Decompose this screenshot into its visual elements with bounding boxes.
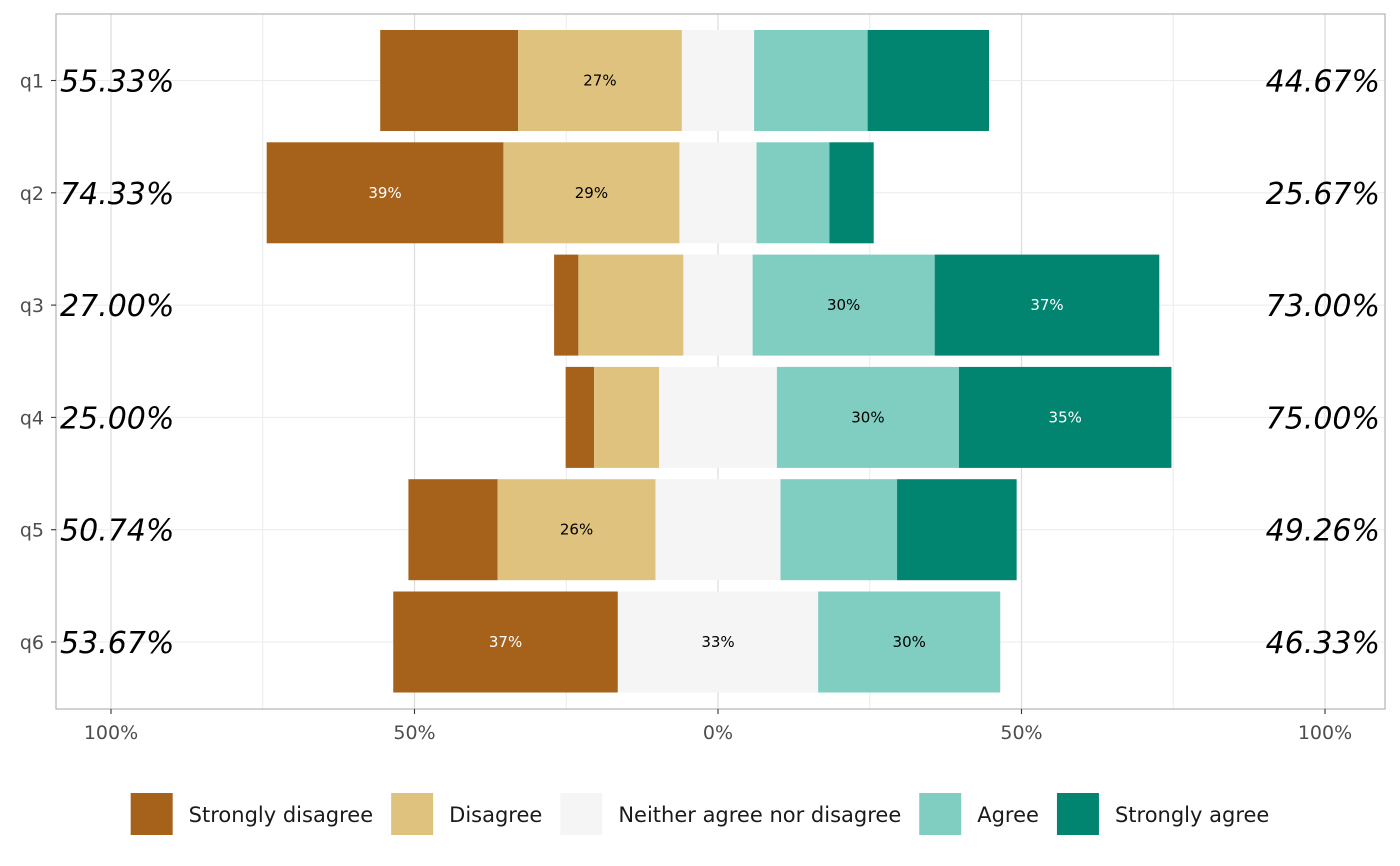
legend-item-disagree: Disagree bbox=[391, 793, 542, 835]
bar-segment-neither-agree-nor-disagree bbox=[679, 142, 757, 244]
bar-segment-label: 37% bbox=[489, 633, 522, 651]
bar-segment-label: 26% bbox=[560, 521, 593, 539]
bar-segment-label: 29% bbox=[575, 184, 608, 202]
left-percent-label: 25.00% bbox=[60, 401, 174, 436]
y-tick-label: q1 bbox=[20, 71, 44, 93]
bar-segment-neither-agree-nor-disagree bbox=[617, 591, 819, 693]
bar-segment-strongly-agree bbox=[934, 254, 1160, 356]
legend-label: Strongly agree bbox=[1115, 803, 1269, 827]
bar-segment-agree bbox=[776, 366, 959, 468]
legend-key-disagree bbox=[391, 793, 434, 835]
bar-segment-neither-agree-nor-disagree bbox=[681, 30, 755, 131]
bar-segment-label: 33% bbox=[701, 633, 734, 651]
bar-segment-agree bbox=[756, 142, 830, 244]
left-percent-label: 55.33% bbox=[60, 65, 174, 100]
total-percent-labels: 55.33% 44.67% 74.33% 25.67% 27.00% 73.00% 25.0… bbox=[60, 65, 1380, 662]
bar-segment-agree bbox=[780, 479, 898, 581]
bar-segment-agree bbox=[818, 591, 1001, 693]
bar-segment-strongly-disagree bbox=[393, 591, 618, 693]
bar-row-q4: 30% 35% bbox=[565, 366, 1172, 468]
x-axis: 100% 50% 0% 50% 100% bbox=[84, 709, 1352, 744]
bar-segment-label: 35% bbox=[1049, 408, 1082, 426]
bar-row-q6: 37% 33% 30% bbox=[393, 591, 1001, 693]
bar-segment-label: 39% bbox=[368, 184, 401, 202]
bar-segment-strongly-disagree bbox=[554, 254, 579, 356]
bar-row-q3: 30% 37% bbox=[554, 254, 1160, 356]
y-tick-label: q5 bbox=[20, 520, 44, 542]
legend: Strongly disagree Disagree Neither agree n… bbox=[130, 793, 1269, 835]
bar-segment-agree bbox=[752, 254, 935, 356]
right-percent-label: 75.00% bbox=[1266, 401, 1380, 436]
bars-layer: 27% 39% 29% 30% 37% 30% 35% 26% 37% 33% 30% bbox=[266, 30, 1172, 693]
bar-segment-agree bbox=[754, 30, 868, 131]
legend-key-strongly-disagree bbox=[130, 793, 173, 835]
legend-item-strongly-agree: Strongly agree bbox=[1056, 793, 1269, 835]
bar-segment-disagree bbox=[497, 479, 656, 581]
legend-key-neither-agree-nor-disagree bbox=[560, 793, 603, 835]
left-percent-label: 53.67% bbox=[60, 626, 174, 661]
bar-segment-label: 27% bbox=[583, 72, 616, 90]
y-tick-label: q4 bbox=[20, 407, 44, 429]
bar-segment-strongly-disagree bbox=[380, 30, 518, 131]
right-percent-label: 46.33% bbox=[1266, 626, 1380, 661]
bar-segment-disagree bbox=[578, 254, 684, 356]
bar-segment-label: 30% bbox=[827, 296, 860, 314]
bar-segment-disagree bbox=[503, 142, 680, 244]
bar-segment-strongly-agree bbox=[958, 366, 1172, 468]
x-tick-label: 50% bbox=[393, 722, 435, 744]
bar-segment-label: 37% bbox=[1030, 296, 1063, 314]
bar-segment-strongly-disagree bbox=[565, 366, 595, 468]
bar-row-q5: 26% bbox=[408, 479, 1017, 581]
left-percent-label: 27.00% bbox=[60, 289, 174, 324]
right-percent-label: 49.26% bbox=[1266, 514, 1380, 549]
bar-segment-label: 30% bbox=[893, 633, 926, 651]
x-tick-label: 50% bbox=[1000, 722, 1042, 744]
legend-label: Strongly disagree bbox=[189, 803, 373, 827]
bar-segment-neither-agree-nor-disagree bbox=[683, 254, 753, 356]
y-tick-label: q3 bbox=[20, 295, 44, 317]
legend-label: Disagree bbox=[449, 803, 542, 827]
legend-item-neither-agree-nor-disagree: Neither agree nor disagree bbox=[560, 793, 901, 835]
bar-segment-strongly-disagree bbox=[408, 479, 498, 581]
left-percent-label: 74.33% bbox=[60, 177, 174, 212]
plot-panel-border bbox=[55, 13, 1386, 710]
x-tick-label: 100% bbox=[84, 722, 138, 744]
bar-segment-disagree bbox=[517, 30, 682, 131]
legend-label: Neither agree nor disagree bbox=[618, 803, 901, 827]
right-percent-label: 25.67% bbox=[1266, 177, 1380, 212]
bar-segment-strongly-agree bbox=[897, 479, 1017, 581]
bar-row-q2: 39% 29% bbox=[266, 142, 874, 244]
bar-segment-strongly-agree bbox=[867, 30, 990, 131]
x-tick-label: 100% bbox=[1298, 722, 1352, 744]
x-tick-label: 0% bbox=[703, 722, 733, 744]
y-tick-label: q6 bbox=[20, 632, 44, 654]
left-percent-label: 50.74% bbox=[60, 514, 174, 549]
right-percent-label: 44.67% bbox=[1266, 65, 1380, 100]
y-tick-label: q2 bbox=[20, 183, 44, 205]
right-percent-label: 73.00% bbox=[1266, 289, 1380, 324]
bar-segment-neither-agree-nor-disagree bbox=[655, 479, 781, 581]
bar-segment-label: 30% bbox=[851, 408, 884, 426]
legend-label: Agree bbox=[977, 803, 1039, 827]
bar-segment-neither-agree-nor-disagree bbox=[659, 366, 777, 468]
legend-key-strongly-agree bbox=[1056, 793, 1099, 835]
bar-row-q1: 27% bbox=[380, 30, 990, 131]
bar-segment-disagree bbox=[594, 366, 660, 468]
legend-key-agree bbox=[919, 793, 962, 835]
y-axis: q1 q2 q3 q4 q5 q6 bbox=[20, 71, 56, 654]
legend-item-strongly-disagree: Strongly disagree bbox=[130, 793, 373, 835]
bar-segment-strongly-agree bbox=[829, 142, 874, 244]
legend-item-agree: Agree bbox=[919, 793, 1039, 835]
bar-segment-strongly-disagree bbox=[266, 142, 504, 244]
